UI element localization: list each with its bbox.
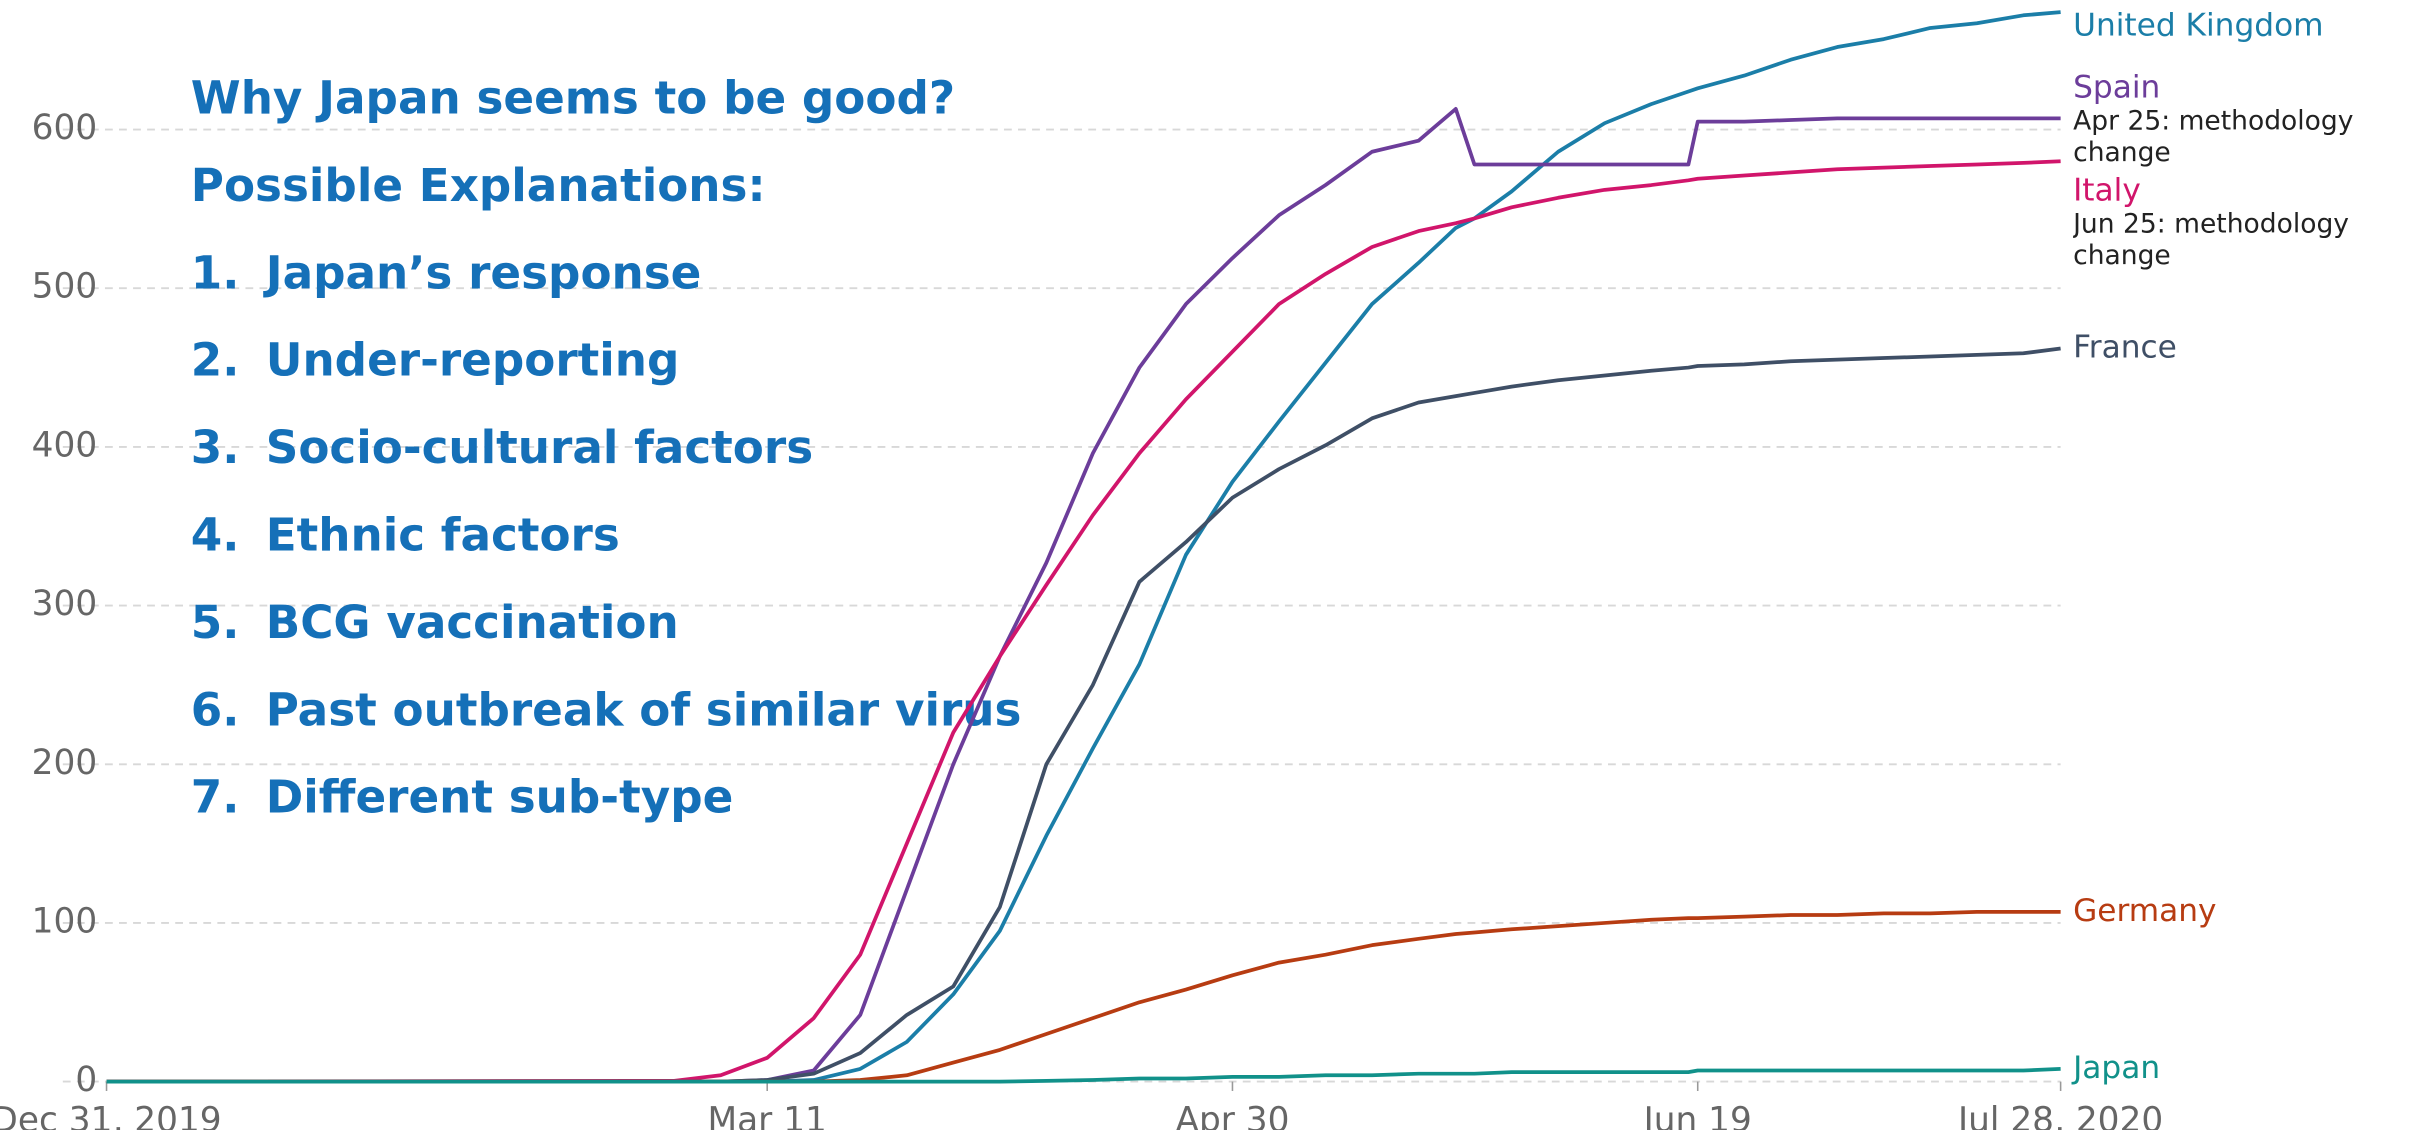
series-label: France [2073, 330, 2177, 366]
list-item: Past outbreak of similar virus [266, 683, 1022, 736]
series-label: Italy [2073, 172, 2141, 208]
x-tick-label: Dec 31, 2019 [0, 1101, 222, 1130]
y-tick-label: 0 [75, 1060, 97, 1100]
series-note: Jun 25: methodology change [2073, 208, 2349, 271]
series-line [106, 346, 2061, 1084]
series-label: Germany [2073, 893, 2216, 929]
x-tick-label: Jul 28, 2020 [1956, 1101, 2163, 1130]
series-label: United Kingdom [2073, 8, 2323, 44]
y-tick-label: 300 [32, 584, 98, 624]
annotation-heading: Why Japan seems to be good? [191, 71, 955, 124]
list-item: Different sub-type [266, 771, 734, 824]
x-tick-label: Jun 19 [1642, 1101, 1752, 1130]
series-line [106, 159, 2061, 1084]
y-tick-label: 100 [32, 901, 98, 941]
x-tick-label: Apr 30 [1175, 1101, 1289, 1130]
list-item: BCG vaccination [266, 596, 679, 649]
series-line [106, 1067, 2061, 1084]
series-note: Apr 25: methodology change [2073, 105, 2354, 168]
list-number: 2. [191, 334, 240, 387]
list-number: 1. [191, 246, 240, 299]
series-label: Spain [2073, 69, 2160, 105]
list-number: 6. [191, 683, 240, 736]
series-line [106, 909, 2061, 1084]
list-item: Japan’s response [263, 246, 702, 299]
annotation-subheading: Possible Explanations: [191, 159, 766, 212]
note-box: Jun 25: methodology change [2073, 208, 2349, 271]
list-number: 3. [191, 421, 240, 474]
y-tick-label: 200 [32, 743, 98, 783]
list-number: 5. [191, 596, 240, 649]
x-tick-label: Mar 11 [708, 1101, 827, 1130]
y-tick-label: 500 [32, 267, 98, 307]
series-line [106, 107, 2061, 1084]
series-label: Japan [2071, 1050, 2160, 1086]
list-number: 7. [191, 771, 240, 824]
series-line [106, 10, 2061, 1084]
note-box: Apr 25: methodology change [2073, 105, 2354, 168]
list-item: Socio-cultural factors [266, 421, 813, 474]
y-tick-label: 400 [32, 425, 98, 465]
list-item: Under-reporting [266, 334, 680, 387]
y-tick-label: 600 [32, 108, 98, 148]
list-number: 4. [191, 508, 240, 561]
list-item: Ethnic factors [266, 508, 620, 561]
